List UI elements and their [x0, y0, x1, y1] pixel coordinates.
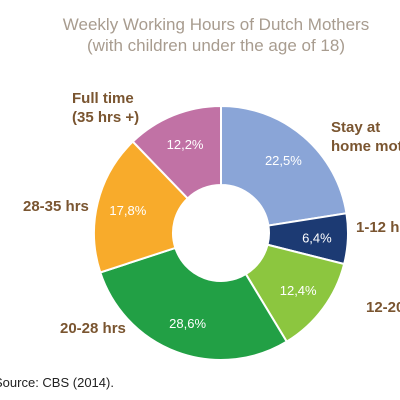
- slice-value-label-4: 28,6%: [169, 316, 206, 331]
- slice-category-label-5: 28-35 hrs: [23, 198, 89, 215]
- slice-category-label-3: 12-20 hrs: [366, 299, 400, 316]
- slice-value-label-1: 22,5%: [265, 153, 302, 168]
- slice-value-label-6: 12,2%: [167, 137, 204, 152]
- source-note: Source: CBS (2014).: [0, 375, 114, 390]
- pie-slice-1: [220, 104, 348, 227]
- slice-value-label-5: 17,8%: [109, 203, 146, 218]
- chart-title-block: Weekly Working Hours of Dutch Mothers (w…: [0, 14, 400, 56]
- chart-title: Weekly Working Hours of Dutch Mothers: [62, 15, 370, 34]
- slice-value-label-3: 12,4%: [280, 283, 317, 298]
- chart-subtitle: (with children under the age of 18): [87, 36, 345, 55]
- pie-slice-6: [131, 104, 222, 200]
- pie-slice-4: [99, 246, 289, 361]
- value-labels-group: 22,5% 6,4% 12,4% 28,6% 17,8% 12,2%: [109, 137, 332, 331]
- slice-category-label-2: 1-12 hrs: [356, 219, 400, 236]
- slice-value-label-2: 6,4%: [302, 230, 332, 245]
- slice-category-label-6: Full time (35 hrs +): [72, 90, 139, 126]
- slice-category-label-4: 20-28 hrs: [60, 320, 126, 337]
- slices-group: [93, 104, 349, 361]
